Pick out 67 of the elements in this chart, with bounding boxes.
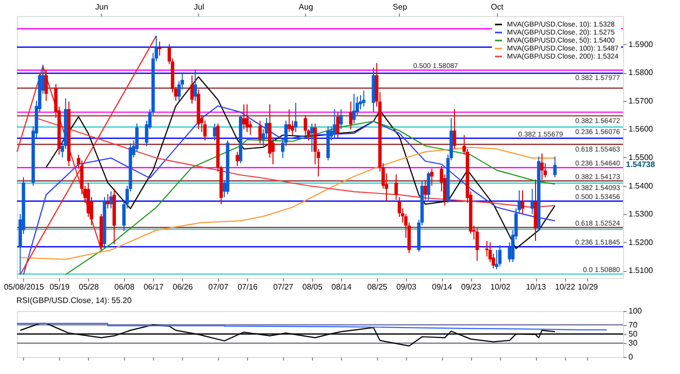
x-tick-label: 07/16: [238, 282, 258, 292]
y-tick-label: 1.5600: [628, 124, 654, 134]
x2-tick-label: Aug: [298, 2, 314, 12]
candlestick: [498, 244, 502, 267]
x2-tick-label: Jun: [95, 2, 108, 12]
y-tick-label: 1.5200: [628, 238, 654, 247]
candlestick: [245, 104, 249, 133]
x-tick-label: 08/14: [332, 282, 352, 292]
y-tick-label: 1.5500: [628, 152, 654, 162]
candlestick: [288, 108, 291, 133]
candlestick: [553, 156, 557, 178]
y-tick-label: 50: [628, 330, 638, 338]
candlestick: [339, 108, 343, 130]
y-tick-label: 1.5400: [628, 181, 654, 190]
x-tick-label: 06/17: [144, 282, 164, 292]
candlestick: [236, 151, 240, 166]
x2-tick-label: Jul: [194, 2, 204, 12]
x-tick-label: 10/29: [578, 282, 598, 292]
line-series: [16, 322, 608, 330]
candlestick: [336, 112, 340, 138]
x-tick-label: 06/08: [114, 282, 135, 292]
candlestick: [530, 188, 534, 215]
x-tick-label: 07/07: [208, 282, 229, 292]
x-tick-label: 07/27: [273, 282, 294, 292]
y-tick-label: 1.5900: [628, 40, 654, 49]
candlestick: [310, 123, 314, 152]
x-tick-label: 05/08/2015: [4, 282, 45, 292]
y-tick-label: 1.5300: [628, 210, 654, 219]
x-tick-label: 08/25: [367, 282, 388, 292]
x-tick-label: 10/13: [526, 282, 547, 292]
x-tick-label: 10/02: [490, 282, 511, 292]
candlestick: [362, 90, 366, 108]
x-tick-label: 10/22: [555, 282, 576, 292]
candlestick: [394, 174, 398, 200]
x-tick-label: 09/23: [461, 282, 482, 292]
y-tick-label: 1.5800: [628, 68, 654, 78]
x-tick-label: 09/14: [432, 282, 453, 292]
candlestick: [106, 194, 110, 209]
text: 1.54738: [626, 160, 656, 169]
candlestick: [294, 102, 298, 133]
x-tick-label: 09/03: [396, 282, 417, 292]
candlestick: [349, 100, 352, 130]
y-tick-label: 30: [628, 338, 638, 348]
x-tick-label: 08/05: [302, 282, 323, 292]
candlestick: [44, 69, 48, 102]
y-tick-label: 0: [628, 352, 634, 362]
candlestick: [426, 171, 430, 200]
candlestick: [424, 180, 428, 200]
y-tick-label: 70: [628, 320, 638, 330]
line-series: [20, 146, 556, 260]
candlestick: [194, 69, 197, 102]
x2-tick-label: Sep: [392, 2, 408, 12]
chart-title: RSI(GBP/USD.Close, 14): 55.20: [16, 296, 132, 305]
candlestick: [158, 40, 162, 56]
y-tick-label: 1.5100: [628, 266, 654, 276]
x-tick-label: 05/19: [50, 282, 70, 292]
candlestick: [494, 249, 498, 270]
x-tick-label: 06/26: [172, 282, 194, 292]
y-tick-label: 1.5700: [628, 96, 654, 106]
x-tick-label: 05/28: [78, 282, 100, 292]
candlestick: [475, 228, 479, 262]
y-tick-label: 100: [628, 306, 642, 316]
candlestick: [248, 120, 252, 136]
x2-tick-label: Oct: [490, 2, 504, 12]
candlestick: [430, 168, 434, 186]
candlestick: [242, 104, 246, 130]
candlestick: [352, 93, 356, 124]
